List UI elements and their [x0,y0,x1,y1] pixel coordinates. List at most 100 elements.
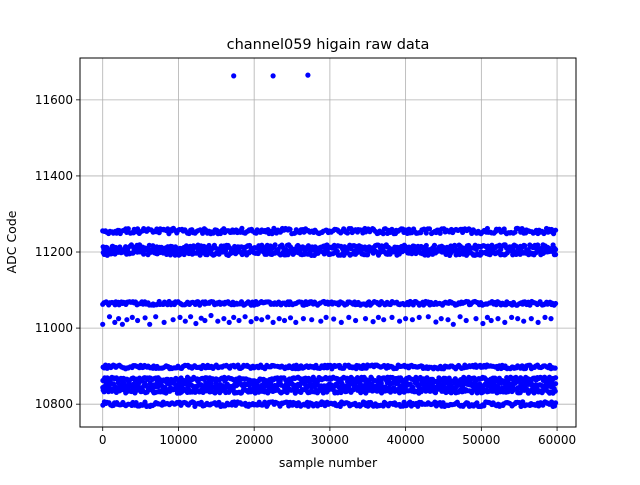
data-point [276,316,282,322]
data-point [553,246,559,253]
data-point [239,225,245,231]
axis-ticks: 0 10000 20000 30000 40000 50000 60000 10800 1100… [35,93,576,447]
data-point [293,319,299,325]
data-point [124,317,130,323]
data-point [242,314,248,320]
x-tick-label: 20000 [235,433,273,447]
data-point [522,243,528,249]
plot-frame [79,57,577,428]
data-point [535,319,541,325]
y-tick-label: 11000 [35,321,73,335]
data-point [281,317,288,324]
data-point [323,314,329,320]
data-point [346,314,352,320]
data-point [553,375,559,381]
outlier-point [270,73,276,79]
x-tick-label: 0 [99,433,107,447]
data-point [500,385,506,391]
data-point [135,317,141,324]
y-tick-label: 11200 [35,245,73,259]
data-point [215,318,221,324]
data-point [287,226,293,232]
data-point [337,403,343,409]
data-point [450,321,456,327]
data-point [525,247,531,253]
data-point [416,385,422,391]
data-point [403,316,409,322]
y-tick-label: 11400 [35,169,73,183]
data-point [438,316,444,322]
data-point [519,226,525,232]
data-point [380,231,386,237]
data-point [548,316,554,322]
y-tick-label: 10800 [35,397,73,411]
data-point [231,314,237,320]
data-point [528,316,534,322]
data-point [410,384,416,390]
data-point [454,247,460,253]
data-point [153,314,159,320]
data-point [353,317,359,324]
data-point [463,317,469,324]
data-point [162,385,168,391]
data-point [452,243,458,249]
data-point [553,251,559,258]
data-point [389,314,395,320]
y-tick-label: 11600 [35,93,73,107]
data-point [425,314,431,320]
data-point [226,319,232,325]
data-point [269,231,275,237]
data-point [270,319,276,325]
data-point [200,230,206,236]
data-point [552,365,558,371]
data-point [437,230,443,236]
data-point [553,300,559,307]
x-tick-label: 30000 [311,433,349,447]
data-point [445,317,451,323]
data-point [509,314,515,320]
data-point [177,314,183,320]
data-point [344,230,351,236]
data-point [188,314,194,320]
data-point [265,314,271,320]
data-point [142,399,148,405]
data-point [515,316,521,322]
data-point [423,230,429,236]
data-point [287,315,294,321]
data-point [147,321,153,327]
data-point [488,317,494,324]
data-point [521,318,527,324]
data-point [253,316,259,322]
data-point [480,320,486,327]
data-point [272,242,278,248]
data-point [309,317,315,323]
data-point [142,315,148,321]
outlier-point [305,72,311,78]
data-point [415,403,421,409]
data-point [473,316,479,322]
data-point [552,388,558,394]
data-point [300,316,306,322]
data-point [202,317,208,324]
data-points [100,72,559,409]
data-point [495,316,501,322]
outlier-point [231,73,237,79]
x-tick-label: 40000 [387,433,425,447]
data-point [389,226,395,232]
x-axis-label: sample number [279,455,378,470]
data-point [416,314,422,320]
x-tick-label: 60000 [538,433,576,447]
data-point [370,319,376,325]
data-point [318,318,324,324]
data-point [457,314,463,320]
data-point [100,321,106,327]
data-point [167,385,174,391]
data-point [236,317,242,324]
data-point [208,312,214,319]
data-point [338,319,344,325]
data-point [553,381,559,387]
data-point [391,385,397,391]
data-point [409,317,415,323]
